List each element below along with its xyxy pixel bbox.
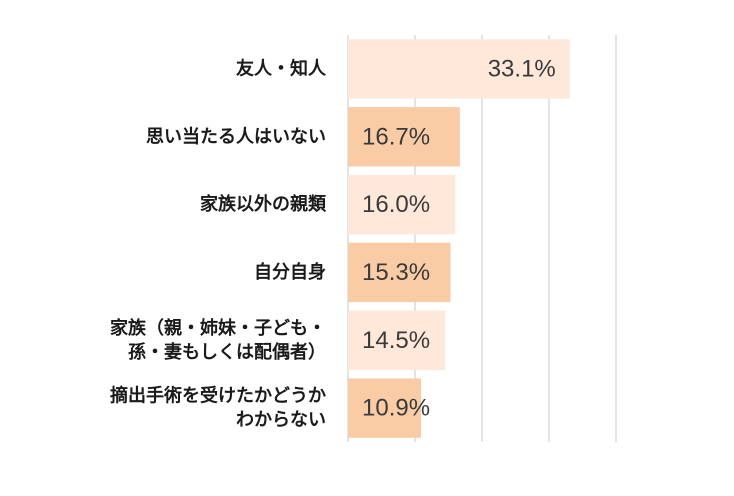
category-tick-label: 思い当たる人はいない [146,125,326,147]
bars [348,39,570,438]
category-tick-label: 摘出手術を受けたかどうか [110,385,326,407]
value-labels: 33.1% 16.7% 16.0% 15.3% 14.5% 10.9% [362,55,556,421]
data-label: 10.9% [362,395,430,422]
data-label: 16.0% [362,191,430,218]
bar [348,378,422,438]
category-tick-label: 家族以外の親類 [200,193,327,215]
category-tick-label: 家族（親・姉妹・子ども・ [110,317,326,339]
bar [348,174,456,235]
bar [348,310,446,370]
data-label: 33.1% [488,55,556,82]
bar [348,242,451,303]
data-label: 14.5% [362,327,430,354]
bar [348,107,460,167]
category-tick-label: わからない [236,410,326,431]
data-label: 15.3% [362,259,430,286]
category-labels: 友人・知人思い当たる人はいない家族以外の親類自分自身家族（親・姉妹・子ども・孫・… [110,57,327,430]
category-tick-label: 友人・知人 [236,57,327,79]
category-tick-label: 孫・妻もしくは配偶者） [128,341,326,363]
data-label: 16.7% [362,123,430,150]
gridlines [347,35,617,442]
bar [348,39,570,99]
category-tick-label: 自分自身 [254,261,326,283]
